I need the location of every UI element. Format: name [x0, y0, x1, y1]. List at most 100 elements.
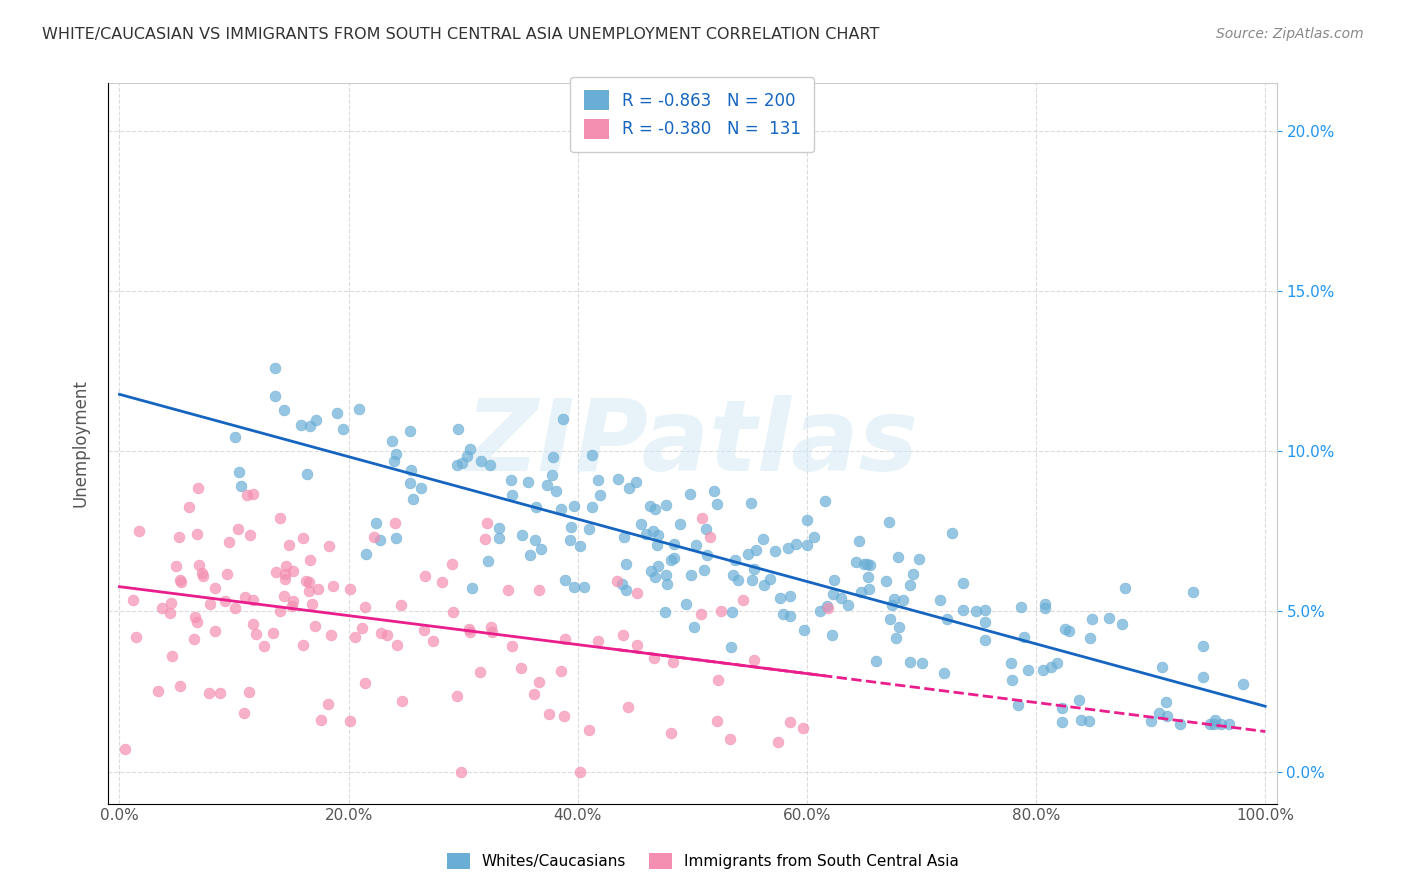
Point	[941, 526, 963, 541]
Point	[1114, 582, 1136, 596]
Point	[647, 558, 669, 573]
Text: Source: ZipAtlas.com: Source: ZipAtlas.com	[1216, 27, 1364, 41]
Point	[706, 497, 728, 511]
Point	[204, 624, 226, 639]
Point	[474, 532, 496, 546]
Point	[574, 580, 596, 594]
Point	[740, 496, 762, 510]
Point	[354, 676, 377, 690]
Text: ZIPatlas: ZIPatlas	[465, 395, 920, 491]
Point	[226, 522, 249, 536]
Point	[536, 477, 558, 491]
Point	[264, 565, 287, 579]
Point	[952, 575, 974, 590]
Point	[1098, 610, 1121, 624]
Point	[399, 424, 422, 438]
Point	[530, 542, 553, 557]
Point	[1052, 701, 1074, 715]
Point	[720, 605, 742, 619]
Point	[638, 500, 661, 514]
Point	[679, 487, 702, 501]
Point	[1191, 670, 1213, 684]
Point	[413, 569, 436, 583]
Point	[281, 594, 304, 608]
Point	[238, 685, 260, 699]
Point	[479, 620, 502, 634]
Point	[612, 627, 634, 641]
Point	[269, 511, 291, 525]
Point	[562, 499, 585, 513]
Point	[617, 699, 640, 714]
Point	[274, 567, 297, 582]
Point	[232, 706, 254, 720]
Point	[523, 687, 546, 701]
Point	[375, 628, 398, 642]
Point	[664, 550, 686, 565]
Point	[263, 389, 285, 403]
Point	[167, 530, 190, 544]
Point	[706, 714, 728, 728]
Point	[823, 587, 845, 601]
Point	[1140, 714, 1163, 729]
Point	[929, 593, 952, 607]
Point	[654, 605, 676, 619]
Point	[875, 574, 897, 588]
Point	[412, 623, 434, 637]
Point	[645, 538, 668, 552]
Point	[382, 454, 405, 468]
Point	[616, 558, 638, 572]
Point	[214, 593, 236, 607]
Point	[796, 538, 818, 552]
Point	[188, 558, 211, 573]
Point	[887, 549, 910, 564]
Point	[159, 606, 181, 620]
Point	[733, 593, 755, 607]
Point	[1040, 659, 1063, 673]
Point	[695, 522, 717, 536]
Point	[614, 583, 637, 598]
Point	[399, 463, 422, 477]
Point	[883, 591, 905, 606]
Point	[550, 502, 572, 516]
Point	[209, 686, 232, 700]
Point	[553, 632, 575, 646]
Point	[889, 620, 911, 634]
Point	[792, 721, 814, 735]
Point	[612, 576, 634, 591]
Point	[301, 598, 323, 612]
Point	[1181, 584, 1204, 599]
Point	[273, 589, 295, 603]
Point	[160, 649, 183, 664]
Point	[772, 607, 794, 622]
Point	[347, 402, 370, 417]
Point	[366, 516, 388, 530]
Point	[169, 573, 191, 587]
Point	[450, 764, 472, 779]
Point	[183, 632, 205, 647]
Point	[501, 639, 523, 653]
Point	[837, 599, 859, 613]
Point	[1192, 639, 1215, 653]
Point	[681, 568, 703, 582]
Point	[169, 679, 191, 693]
Point	[586, 473, 609, 487]
Point	[779, 714, 801, 729]
Point	[606, 574, 628, 588]
Point	[830, 591, 852, 606]
Point	[586, 634, 609, 648]
Point	[1012, 630, 1035, 644]
Point	[581, 500, 603, 514]
Point	[516, 475, 538, 490]
Point	[707, 673, 730, 688]
Point	[723, 567, 745, 582]
Point	[685, 538, 707, 552]
Point	[245, 627, 267, 641]
Point	[578, 723, 600, 737]
Point	[657, 577, 679, 591]
Point	[766, 735, 789, 749]
Point	[177, 500, 200, 515]
Point	[1154, 695, 1177, 709]
Point	[281, 564, 304, 578]
Point	[662, 655, 685, 669]
Point	[647, 528, 669, 542]
